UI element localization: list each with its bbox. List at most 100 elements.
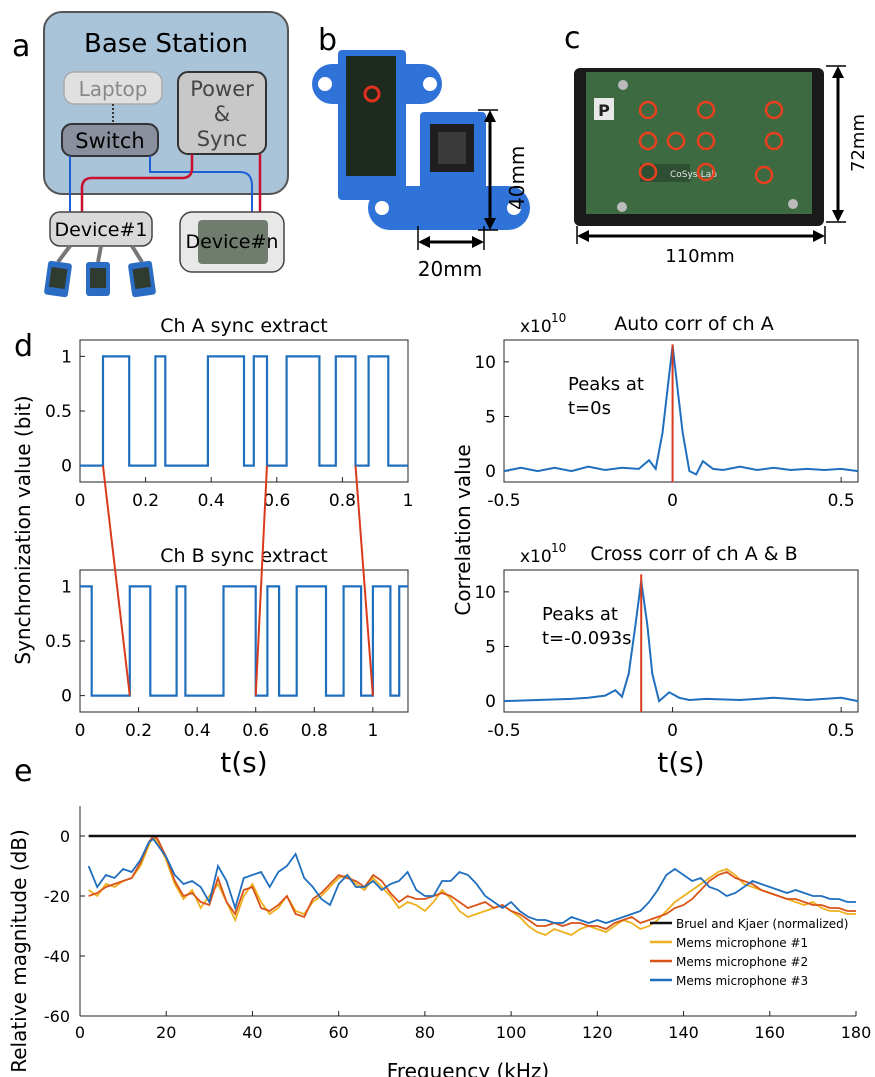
chB-xtick-label: 0.2: [125, 721, 152, 741]
chA-ytick-label: 0.5: [45, 402, 72, 422]
freq-xlabel: Frequency (kHz): [387, 1059, 549, 1077]
board-width-arrow: [576, 226, 826, 244]
freq-ytick-label: 0: [60, 827, 70, 846]
board-p-label: P: [598, 101, 610, 120]
chA-xtick-label: 0.4: [198, 491, 225, 511]
chB-xtick-label: 0.6: [242, 721, 269, 741]
device1-label: Device#1: [55, 219, 148, 241]
freq-series-3: [87, 837, 856, 924]
legend-label: Bruel and Kjaer (normalized): [676, 917, 848, 931]
freq-xtick-label: 120: [582, 1023, 613, 1042]
height-dimension-arrow: [478, 109, 498, 231]
board-logo-label: CoSys-Lab: [670, 170, 717, 180]
freq-ytick-label: -40: [44, 947, 70, 966]
crosscorr-exponent-power: 10: [551, 541, 566, 555]
autocorr-annotation-line1: Peaks at: [568, 374, 644, 395]
freq-ylabel: Relative magnitude (dB): [7, 829, 31, 1073]
crosscorr-plot-frame: [503, 569, 859, 713]
autocorr-xtick-label: 0.5: [828, 491, 855, 511]
height-40mm-label: 40mm: [505, 146, 529, 210]
autocorr-xtick-label: 0: [667, 491, 678, 511]
mic-module-front-photo: [312, 50, 442, 200]
autocorr-xtick-label: -0.5: [487, 491, 520, 511]
autocorr-ytick-label: 10: [474, 353, 496, 373]
correlation-value-axis-label: Correlation value: [451, 444, 475, 615]
freq-xtick-label: 140: [668, 1023, 699, 1042]
crosscorr-corr-line: [503, 580, 859, 703]
width-dimension-arrow: [417, 226, 485, 250]
freq-xtick-label: 60: [328, 1023, 348, 1042]
switch-box: [61, 123, 159, 157]
freq-ytick-label: -60: [44, 1007, 70, 1026]
autocorr-corr-line: [503, 345, 859, 476]
panel-e-letter: e: [14, 754, 32, 789]
chB-xtick-label: 0: [75, 721, 86, 741]
autocorr-plot-frame: [503, 339, 859, 483]
freq-series-2: [88, 834, 856, 931]
mic-module-icons: [44, 244, 156, 298]
crosscorr-title: Cross corr of ch A & B: [590, 543, 797, 565]
chA-xtick-label: 0.8: [329, 491, 356, 511]
devicen-board-image: [198, 220, 268, 264]
crosscorr-ytick-label: 10: [474, 583, 496, 603]
crosscorr-xtick-label: -0.5: [487, 721, 520, 741]
freq-series-1: [88, 834, 856, 937]
freq-xtick-label: 100: [496, 1023, 527, 1042]
chA-xtick-label: 0.2: [132, 491, 159, 511]
autocorr-ytick-label: 5: [485, 407, 496, 427]
chA-xtick-label: 0: [75, 491, 86, 511]
chB-xtick-label: 0.8: [301, 721, 328, 741]
freq-xtick-label: 180: [841, 1023, 872, 1042]
legend-label: Mems microphone #1: [676, 936, 808, 950]
switch-devicen-cable: [149, 156, 253, 215]
chA-ytick-label: 1: [61, 347, 72, 367]
board-72mm-label: 72mm: [848, 114, 869, 172]
base-station-title: Base Station: [84, 29, 248, 59]
chA-title: Ch A sync extract: [160, 315, 327, 337]
devicen-label: Device#n: [186, 231, 279, 253]
chB-ytick-label: 1: [61, 577, 72, 597]
autocorr-exponent-power: 10: [551, 311, 566, 325]
sync-alignment-line: [254, 465, 268, 696]
panel-a-letter: a: [12, 29, 30, 64]
chA-sync-line: [80, 355, 408, 467]
sync-label: Sync: [197, 127, 248, 151]
freq-xtick-label: 40: [242, 1023, 262, 1042]
mic-array-markers: [638, 100, 784, 185]
panel-b-letter: b: [318, 23, 337, 58]
laptop-label: Laptop: [79, 77, 148, 101]
autocorr-annotation-line2: t=0s: [568, 398, 611, 419]
crosscorr-ytick-label: 0: [485, 692, 496, 712]
crosscorr-xtick-label: 0: [667, 721, 678, 741]
autocorr-exponent-base: x10: [520, 317, 552, 337]
freq-xtick-label: 80: [415, 1023, 435, 1042]
panel-c-letter: c: [564, 21, 581, 56]
autocorr-ytick-label: 0: [485, 462, 496, 482]
legend-label: Mems microphone #3: [676, 974, 808, 988]
crosscorr-annotation-line1: Peaks at: [542, 604, 618, 625]
chB-sync-line: [80, 585, 408, 697]
chA-xtick-label: 0.6: [263, 491, 290, 511]
autocorr-title: Auto corr of ch A: [614, 313, 773, 335]
chA-ytick-label: 0: [61, 457, 72, 477]
board-height-arrow: [826, 65, 846, 223]
power-sync-box: [177, 71, 267, 155]
width-20mm-label: 20mm: [418, 257, 482, 281]
crosscorr-ytick-label: 5: [485, 637, 496, 657]
chB-xtick-label: 1: [367, 721, 378, 741]
freq-ytick-label: -20: [44, 887, 70, 906]
chA-xtick-label: 1: [403, 491, 414, 511]
sync-alignment-line: [101, 465, 131, 696]
freq-xtick-label: 160: [755, 1023, 786, 1042]
legend-label: Mems microphone #2: [676, 955, 808, 969]
sync-value-axis-label: Synchronization value (bit): [11, 395, 35, 664]
chB-ytick-label: 0: [61, 687, 72, 707]
switch-label: Switch: [75, 129, 144, 153]
chB-ytick-label: 0.5: [45, 632, 72, 652]
freq-xtick-label: 20: [156, 1023, 176, 1042]
chB-xlabel: t(s): [220, 746, 267, 779]
panel-d-letter: d: [14, 329, 33, 364]
freq-xtick-label: 0: [75, 1023, 85, 1042]
